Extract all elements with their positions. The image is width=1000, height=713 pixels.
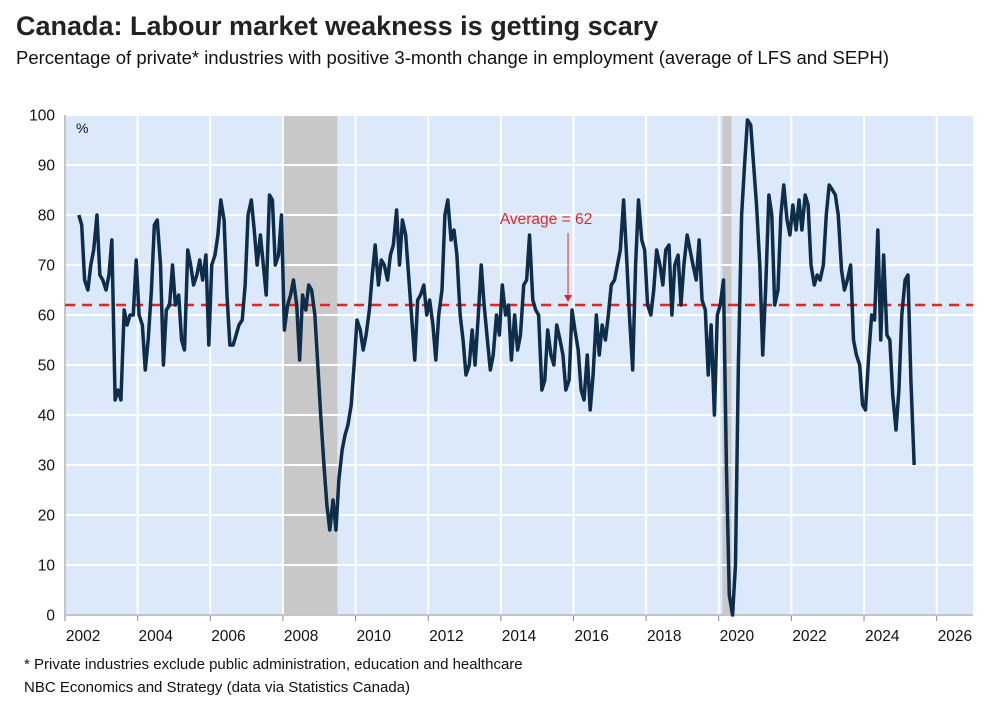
data-line [77,118,916,617]
x-tick-label: 2022 [792,628,826,645]
y-tick-label: 50 [38,358,56,375]
x-tick-label: 2016 [574,628,608,645]
x-tick-label: 2008 [284,628,318,645]
source-note: NBC Economics and Strategy (data via Sta… [24,679,410,696]
y-tick-label: 100 [29,108,55,125]
y-tick-label: 40 [38,408,56,425]
x-tick-label: 2004 [139,628,174,645]
chart-subtitle: Percentage of private* industries with p… [16,47,889,68]
y-tick-label: 90 [38,158,56,175]
y-tick-label: 30 [38,458,56,475]
x-tick-label: 2006 [211,628,245,645]
y-tick-label: 60 [38,308,56,325]
footnote: * Private industries exclude public admi… [24,656,523,673]
x-tick-label: 2012 [429,628,463,645]
x-tick-label: 2026 [938,628,972,645]
y-tick-label: 0 [46,608,55,625]
y-tick-label: 80 [38,208,56,225]
chart-title: Canada: Labour market weakness is gettin… [16,11,658,41]
annotation: Average = 62 [500,211,592,228]
y-unit-label: % [76,120,88,136]
x-tick-label: 2014 [502,628,537,645]
y-tick-label: 20 [38,508,56,525]
x-tick-label: 2020 [720,628,755,645]
annotation-arrowhead [564,295,573,302]
x-tick-label: 2002 [66,628,100,645]
y-tick-label: 70 [38,258,56,275]
x-tick-label: 2018 [647,628,681,645]
x-tick-label: 2024 [865,628,900,645]
y-tick-label: 10 [38,558,56,575]
x-tick-label: 2010 [356,628,391,645]
